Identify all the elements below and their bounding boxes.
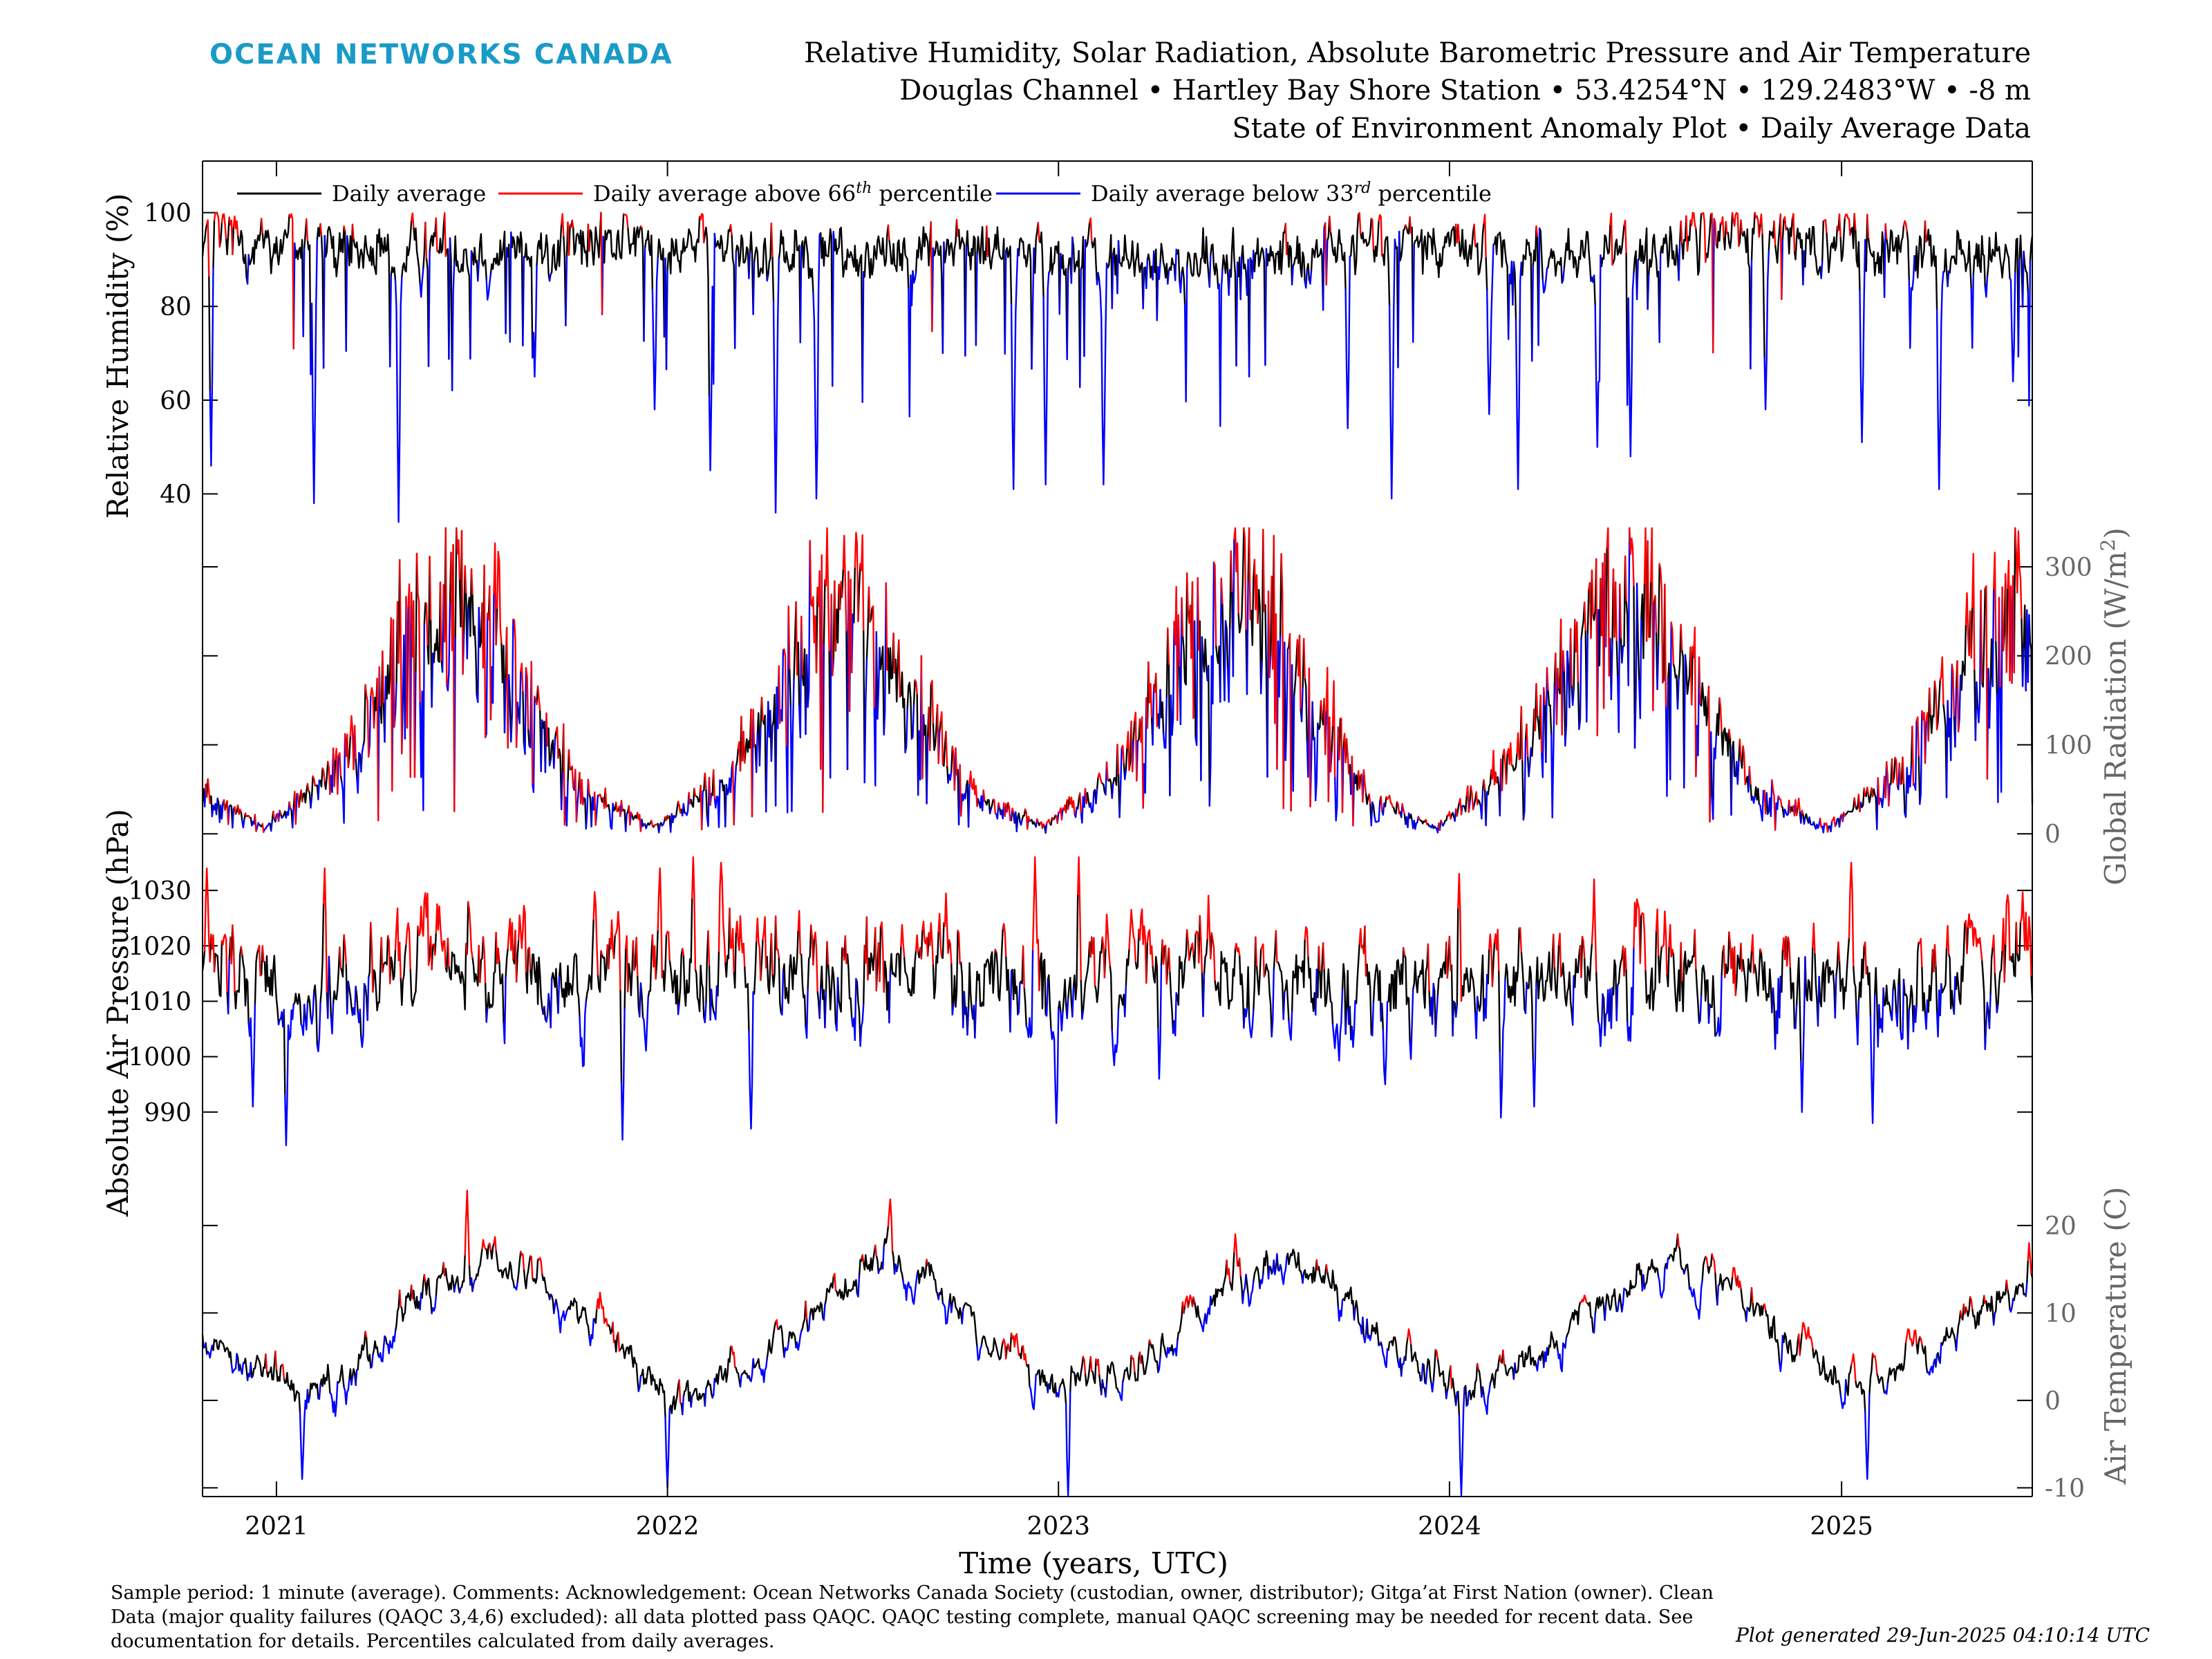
x-tick-label: 2022 bbox=[636, 1512, 700, 1541]
y-tick-label-air_temperature: -10 bbox=[2045, 1474, 2085, 1503]
y-tick-label-humidity: 100 bbox=[144, 200, 191, 228]
y-axis-label-air_pressure: Absolute Air Pressure (hPa) bbox=[101, 809, 135, 1217]
series-air_temperature-above bbox=[265, 1190, 2032, 1403]
y-tick-label-global_radiation: 200 bbox=[2045, 643, 2092, 671]
panel-air_temperature: -10 0 10 20 Air Temperature (C) bbox=[201, 1187, 2133, 1503]
footer-notes-line-2: Data (major quality failures (QAQC 3,4,6… bbox=[111, 1606, 1693, 1628]
y-axis-label-global_radiation: Global Radiation (W/m2) bbox=[2097, 527, 2133, 885]
x-tick-label: 2023 bbox=[1027, 1512, 1090, 1541]
y-tick-label-air_temperature: 10 bbox=[2045, 1300, 2077, 1328]
panel-humidity: 40 60 80 100 Relative Humidity (%) bbox=[101, 193, 2034, 523]
y-tick-label-humidity: 40 bbox=[160, 481, 191, 509]
series-air_temperature-below bbox=[203, 1246, 2028, 1497]
chart-title-line-3: State of Environment Anomaly Plot • Dail… bbox=[1232, 113, 2031, 144]
series-air_temperature-normal bbox=[201, 1225, 2034, 1418]
series-air_pressure-above bbox=[203, 856, 2032, 1002]
legend: Daily average Daily average above 66th p… bbox=[237, 180, 1492, 207]
series-global_radiation-above bbox=[205, 527, 2023, 833]
brand-logo: OCEAN NETWORKS CANADA bbox=[209, 39, 673, 71]
y-tick-label-air_pressure: 1020 bbox=[128, 932, 191, 961]
x-tick-label: 2024 bbox=[1418, 1512, 1481, 1541]
chart-title-line-2: Douglas Channel • Hartley Bay Shore Stat… bbox=[899, 75, 2031, 106]
y-tick-label-global_radiation: 300 bbox=[2045, 554, 2092, 582]
x-axis-label: Time (years, UTC) bbox=[959, 1546, 1228, 1580]
y-tick-label-air_pressure: 1000 bbox=[128, 1044, 191, 1072]
plot-generated-timestamp: Plot generated 29-Jun-2025 04:10:14 UTC bbox=[1735, 1624, 2150, 1647]
y-tick-label-air_temperature: 20 bbox=[2045, 1212, 2077, 1241]
chart-title-line-1: Relative Humidity, Solar Radiation, Abso… bbox=[804, 37, 2031, 69]
x-tick-label: 2025 bbox=[1810, 1512, 1873, 1541]
y-tick-label-global_radiation: 100 bbox=[2045, 731, 2092, 760]
y-tick-label-air_pressure: 1010 bbox=[128, 988, 191, 1016]
panel-global_radiation: 0 100 200 300 Global Radiation (W/m2) bbox=[201, 527, 2133, 885]
legend-label-below-33: Daily average below 33rd percentile bbox=[1091, 180, 1492, 207]
y-tick-label-air_pressure: 990 bbox=[144, 1099, 191, 1127]
y-axis-label-air_temperature: Air Temperature (C) bbox=[2099, 1187, 2133, 1485]
y-tick-label-air_temperature: 0 bbox=[2045, 1387, 2061, 1416]
series-humidity-above bbox=[206, 212, 1927, 354]
x-axis-ticks: 2021 2022 2023 2024 2025 bbox=[245, 161, 1873, 1541]
y-tick-label-air_pressure: 1030 bbox=[128, 877, 191, 906]
series-air_pressure-below bbox=[227, 946, 1999, 1147]
footer-notes-line-3: documentation for details. Percentiles c… bbox=[111, 1631, 774, 1652]
y-tick-label-global_radiation: 0 bbox=[2045, 821, 2061, 849]
y-axis-label-humidity: Relative Humidity (%) bbox=[101, 193, 135, 518]
legend-label-daily-average: Daily average bbox=[332, 180, 486, 207]
y-tick-label-humidity: 60 bbox=[160, 387, 191, 415]
footer-notes-line-1: Sample period: 1 minute (average). Comme… bbox=[111, 1582, 1714, 1604]
series-humidity-below bbox=[209, 218, 2032, 523]
series-humidity-normal bbox=[201, 212, 2034, 406]
x-tick-label: 2021 bbox=[245, 1512, 308, 1541]
y-tick-label-humidity: 80 bbox=[160, 293, 191, 321]
legend-label-above-66: Daily average above 66th percentile bbox=[593, 180, 993, 207]
